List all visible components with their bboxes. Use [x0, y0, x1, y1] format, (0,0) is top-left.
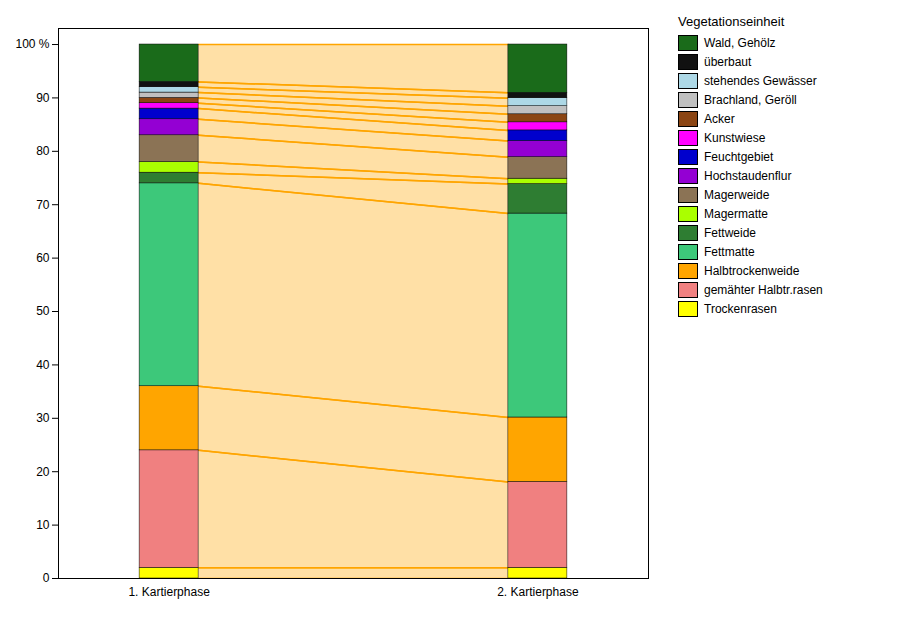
- svg-text:50: 50: [36, 304, 50, 318]
- svg-text:2. Kartierphase: 2. Kartierphase: [497, 585, 579, 599]
- svg-text:10: 10: [36, 518, 50, 532]
- html-text:Kunstwiese: Kunstwiese: [704, 131, 766, 145]
- svg-text:80: 80: [36, 144, 50, 158]
- html-text:Trockenrasen: Trockenrasen: [704, 302, 777, 316]
- html-text:Vegetationseinheit: Vegetationseinheit: [678, 14, 785, 29]
- svg-text:1. Kartierphase: 1. Kartierphase: [128, 585, 210, 599]
- html-text:Brachland, Geröll: Brachland, Geröll: [704, 93, 797, 107]
- html-text:stehendes Gewässer: stehendes Gewässer: [704, 74, 817, 88]
- svg-text:70: 70: [36, 198, 50, 212]
- html-text:Fettweide: Fettweide: [704, 226, 756, 240]
- svg-text:60: 60: [36, 251, 50, 265]
- html-text:Fettmatte: Fettmatte: [704, 245, 755, 259]
- svg-text:90: 90: [36, 91, 50, 105]
- html-text:Wald, Gehölz: Wald, Gehölz: [704, 36, 776, 50]
- html-text:überbaut: überbaut: [704, 55, 752, 69]
- html-text:Halbtrockenweide: Halbtrockenweide: [704, 264, 800, 278]
- svg-text:20: 20: [36, 465, 50, 479]
- svg-text:100 %: 100 %: [15, 37, 49, 51]
- html-text:Feuchtgebiet: Feuchtgebiet: [704, 150, 774, 164]
- svg-text:40: 40: [36, 358, 50, 372]
- svg-text:30: 30: [36, 411, 50, 425]
- html-text:Acker: Acker: [704, 112, 735, 126]
- html-text:Magerweide: Magerweide: [704, 188, 770, 202]
- html-text:Hochstaudenflur: Hochstaudenflur: [704, 169, 792, 183]
- html-text:gemähter Halbtr.rasen: gemähter Halbtr.rasen: [704, 283, 823, 297]
- svg-text:0: 0: [43, 571, 50, 585]
- html-text:Magermatte: Magermatte: [704, 207, 768, 221]
